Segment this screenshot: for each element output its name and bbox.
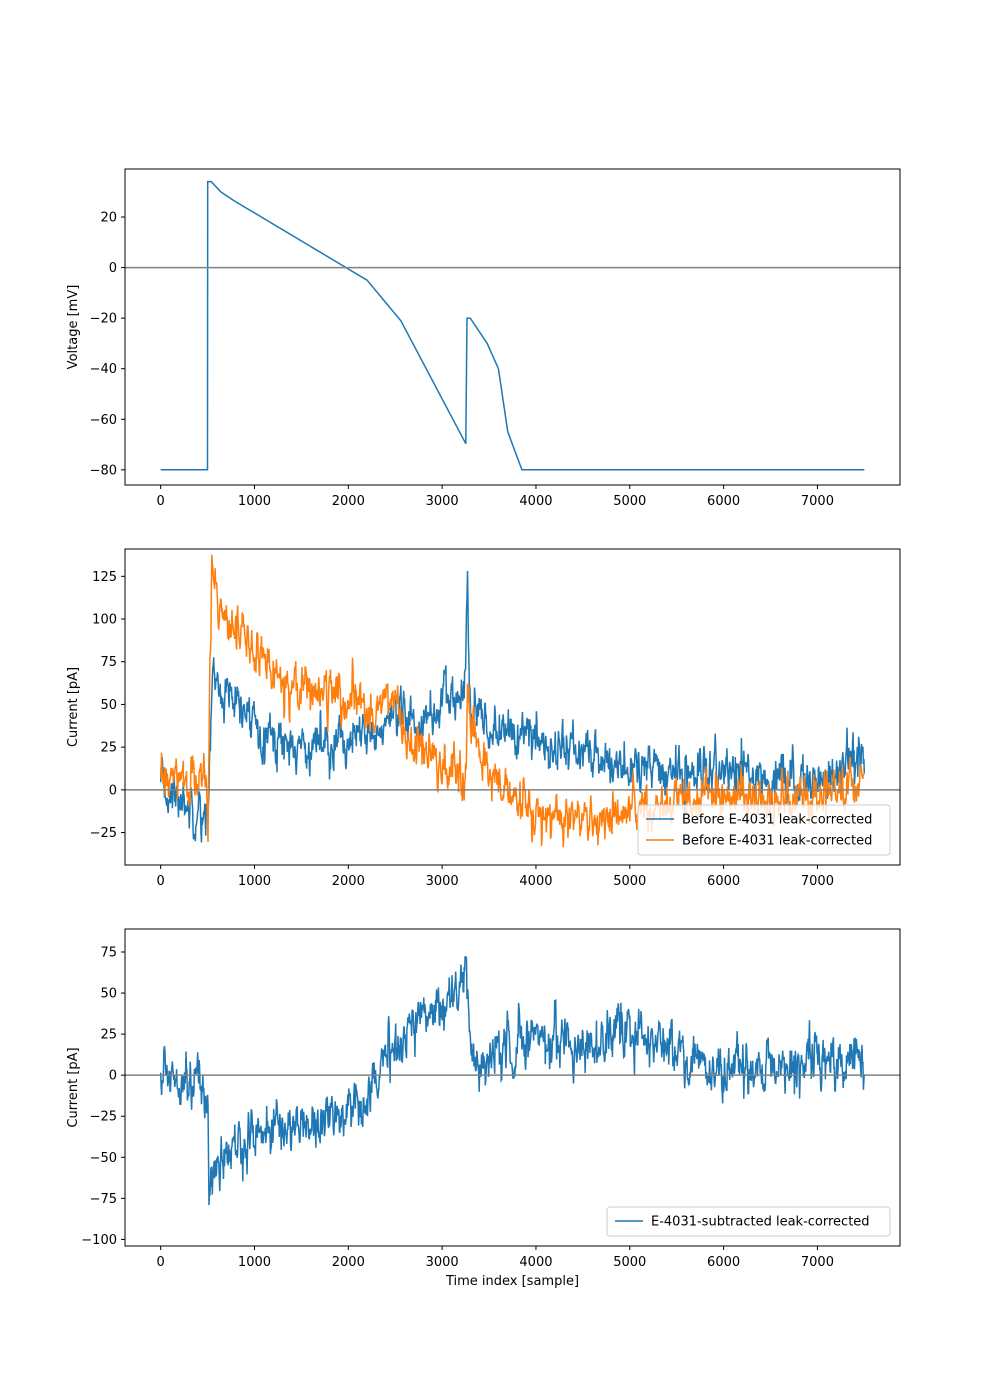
y-tick-label: 125 <box>92 570 117 585</box>
y-tick-label: 20 <box>100 211 117 226</box>
series-line-1 <box>159 570 866 843</box>
x-tick-label: 6000 <box>707 1255 740 1270</box>
axes-frame <box>124 928 901 1247</box>
x-tick-label: 1000 <box>238 1255 271 1270</box>
y-tick-label: −80 <box>90 463 117 478</box>
y-tick-label: 50 <box>100 987 117 1002</box>
x-tick-label: 2000 <box>332 1255 365 1270</box>
y-tick-label: 100 <box>92 613 117 628</box>
x-tick-label: 5000 <box>613 874 646 889</box>
x-tick-label: 1000 <box>238 874 271 889</box>
x-tick-label: 5000 <box>613 1255 646 1270</box>
y-axis-label: Voltage [mV] <box>66 285 81 370</box>
x-tick-label: 3000 <box>426 1255 459 1270</box>
legend-box <box>606 1206 891 1237</box>
y-axis-label: Current [pA] <box>66 667 81 747</box>
legend: E-4031-subtracted leak-corrected <box>606 1206 891 1237</box>
y-tick-label: −25 <box>90 1110 117 1125</box>
legend-box <box>637 804 891 856</box>
x-tick-label: 3000 <box>426 874 459 889</box>
series-line-2 <box>159 554 865 848</box>
voltage-subplot: 0 1000 2000 3000 4000 5000 6000 7000 −80 −60 −40 −2… <box>66 168 901 509</box>
x-tick-label: 4000 <box>519 874 552 889</box>
x-tick-label: 2000 <box>332 494 365 509</box>
x-tick-label: 7000 <box>801 874 834 889</box>
legend-label: Before E-4031 leak-corrected <box>682 813 872 828</box>
y-tick-label: 25 <box>100 741 117 756</box>
y-tick-label: 0 <box>109 1069 117 1084</box>
x-tick-label: 1000 <box>238 494 271 509</box>
x-tick-label: 5000 <box>613 494 646 509</box>
y-tick-label: −100 <box>81 1233 117 1248</box>
axes-frame <box>124 168 901 486</box>
x-tick-label: 2000 <box>332 874 365 889</box>
y-tick-label: 0 <box>109 783 117 798</box>
legend-label: E-4031-subtracted leak-corrected <box>651 1215 870 1230</box>
x-axis-label: Time index [sample] <box>445 1274 579 1289</box>
y-tick-label: 50 <box>100 698 117 713</box>
x-tick-label: 0 <box>157 494 165 509</box>
legend: Before E-4031 leak-corrected Before E-403… <box>637 804 891 856</box>
y-tick-label: −75 <box>90 1192 117 1207</box>
series-line-1 <box>159 956 866 1206</box>
x-tick-label: 3000 <box>426 494 459 509</box>
y-tick-label: 75 <box>100 655 117 670</box>
y-tick-label: −40 <box>90 362 117 377</box>
x-tick-label: 0 <box>157 874 165 889</box>
series-line-1 <box>160 180 865 471</box>
x-tick-label: 7000 <box>801 1255 834 1270</box>
y-tick-label: −50 <box>90 1151 117 1166</box>
axes-frame <box>124 548 901 866</box>
x-tick-label: 0 <box>157 1255 165 1270</box>
x-tick-label: 4000 <box>519 494 552 509</box>
legend-label: Before E-4031 leak-corrected <box>682 834 872 849</box>
y-tick-label: −25 <box>90 826 117 841</box>
y-tick-label: 75 <box>100 945 117 960</box>
x-tick-label: 6000 <box>707 874 740 889</box>
x-tick-label: 6000 <box>707 494 740 509</box>
current-subtracted-subplot: 0 1000 2000 3000 4000 5000 6000 7000 −100 −75 −50 −… <box>66 928 901 1289</box>
x-tick-label: 4000 <box>519 1255 552 1270</box>
y-tick-label: 0 <box>109 261 117 276</box>
current-before-subplot: 0 1000 2000 3000 4000 5000 6000 7000 −25 0 25 50 75 1… <box>66 548 901 889</box>
y-tick-label: 25 <box>100 1028 117 1043</box>
y-axis-label: Current [pA] <box>66 1047 81 1127</box>
y-tick-label: −20 <box>90 312 117 327</box>
x-tick-label: 7000 <box>801 494 834 509</box>
y-tick-label: −60 <box>90 413 117 428</box>
